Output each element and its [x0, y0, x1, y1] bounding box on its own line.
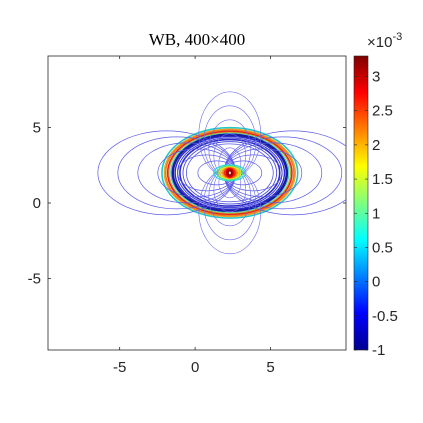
y-tick-label: 0 [33, 195, 41, 212]
colorbar-tick-label: 1 [372, 205, 380, 222]
y-tick-label: 5 [33, 120, 41, 137]
x-tick-label: -5 [113, 359, 126, 376]
contour-ring [182, 141, 278, 205]
contour-ring [170, 132, 290, 213]
colorbar-tick-label: -0.5 [372, 308, 398, 325]
colorbar-exponent: -3 [392, 31, 402, 43]
contour-ring [163, 128, 297, 218]
contour-ring [166, 130, 293, 216]
contour-peak [216, 165, 244, 181]
x-tick-label: 5 [266, 359, 274, 376]
contour-lines [97, 91, 346, 255]
contour-ring [179, 138, 281, 207]
contour-ring [164, 129, 295, 217]
colorbar-multiplier-base: ×10 [367, 34, 392, 51]
colorbar [353, 55, 369, 351]
contour-ring [171, 133, 289, 213]
contour-ring [168, 131, 292, 214]
colorbar-tick-label: 3 [372, 69, 380, 86]
colorbar-tick-label: 2 [372, 137, 380, 154]
colorbar-ticks: 3 2.5 2 1.5 1 0.5 0 -0.5 -1 [354, 69, 398, 359]
axis-ticks: -5 0 5 5 0 -5 [28, 56, 346, 376]
contour-peak [213, 164, 247, 182]
contour-ring [174, 135, 286, 210]
contour-peak [225, 168, 235, 178]
colorbar-tick-label: 2.5 [372, 103, 393, 120]
contour-peak [227, 169, 233, 176]
colorbar-tick-label: 0 [372, 274, 380, 291]
colorbar-tick-label: 1.5 [372, 171, 393, 188]
x-tick-label: 0 [191, 359, 199, 376]
colorbar-tick-label: 0.5 [372, 239, 393, 256]
contour-ring [161, 126, 299, 219]
contour-ring [185, 143, 274, 203]
contour-lobe-left [97, 130, 237, 216]
y-tick-label: -5 [28, 270, 41, 287]
colorbar-tick-label: -1 [372, 342, 385, 359]
chart-title: WB, 400×400 [149, 30, 245, 49]
colorbar-multiplier: ×10-3 [367, 31, 402, 51]
contour-lobe-right [223, 130, 346, 216]
